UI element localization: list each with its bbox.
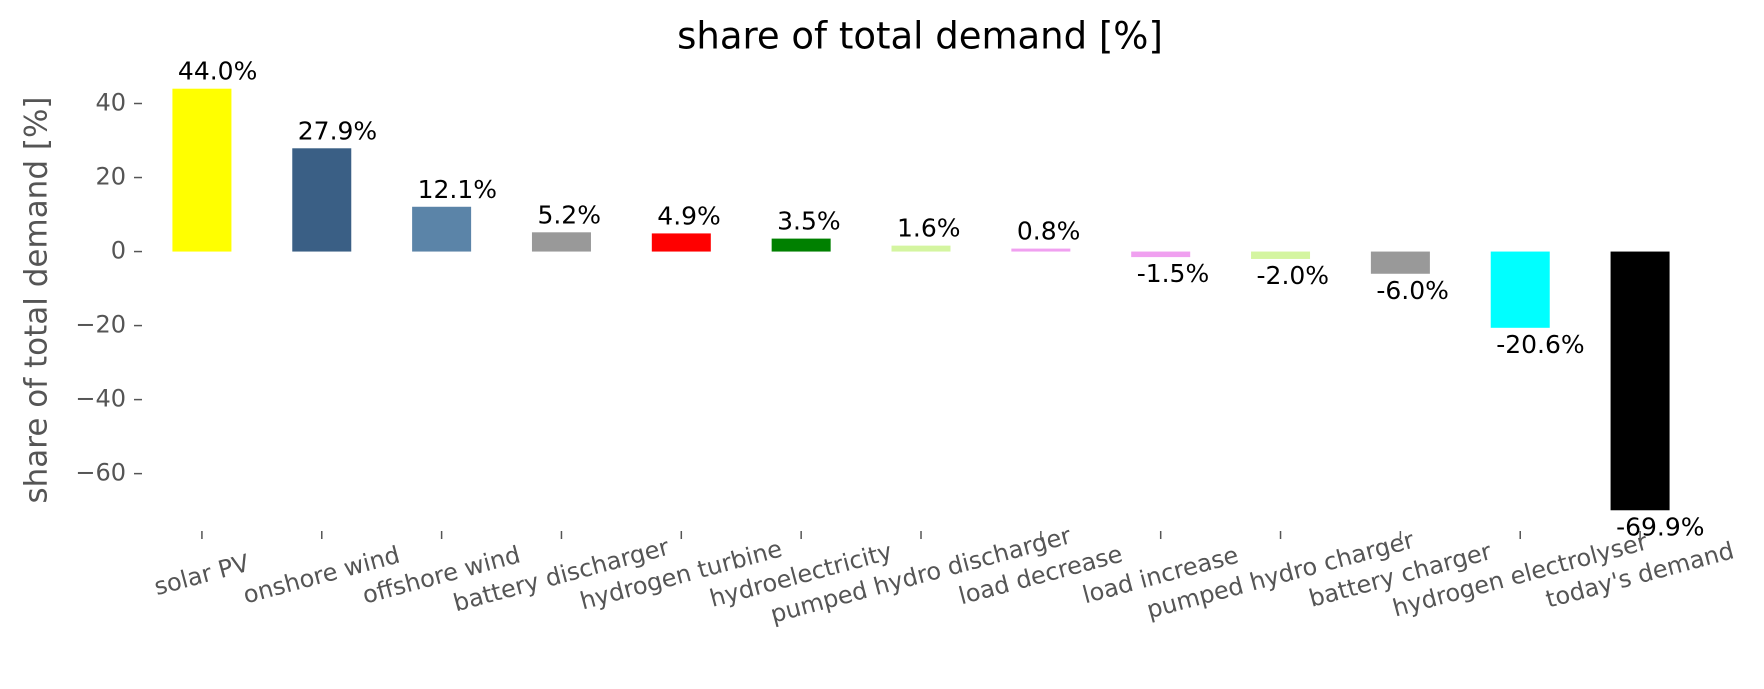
y-tick-label: −40 [75,385,126,413]
value-label: -1.5% [1137,259,1210,288]
value-label: 12.1% [418,175,497,204]
bar [1610,251,1670,511]
value-label: 0.8% [1017,217,1081,246]
bar [172,88,232,252]
bar [1131,251,1191,258]
bar [651,233,711,252]
bar [412,206,472,252]
x-tick-label: solar PV [151,549,252,601]
value-label: 1.6% [897,214,961,243]
value-label: -2.0% [1257,261,1330,290]
bar [531,232,591,252]
bar [1490,251,1550,328]
bar [1370,251,1430,274]
bar [1011,248,1071,252]
y-tick-label: 0 [111,237,126,265]
value-label: -6.0% [1376,276,1449,305]
bar [771,238,831,252]
value-label: 27.9% [298,116,377,145]
value-label: -69.9% [1616,512,1704,541]
value-label: 5.2% [537,200,601,229]
y-tick-label: 40 [95,89,126,117]
y-axis-label: share of total demand [%] [19,96,55,503]
bar [292,148,352,252]
value-label: 3.5% [777,207,841,236]
chart-title: share of total demand [%] [677,15,1163,58]
bar [1251,251,1311,259]
value-label: -20.6% [1496,330,1584,359]
y-tick-label: 20 [95,163,126,191]
value-label: 44.0% [178,57,257,86]
bar [891,245,951,252]
y-tick-label: −20 [75,311,126,339]
value-label: 4.9% [657,201,721,230]
y-tick-label: −60 [75,459,126,487]
